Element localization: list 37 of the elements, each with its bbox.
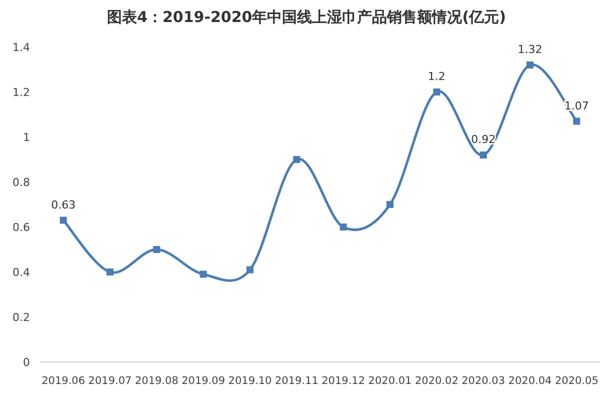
point <box>526 62 534 68</box>
point <box>386 201 394 208</box>
point <box>246 266 254 274</box>
x-tick-label: 2019.07 <box>88 375 132 387</box>
data-label: 0.63 <box>51 198 76 212</box>
x-tick-label: 2020.05 <box>554 375 598 387</box>
data-label: 0.92 <box>471 133 496 146</box>
point <box>200 270 207 278</box>
point <box>293 156 300 163</box>
point <box>480 152 487 158</box>
y-tick-label: 1.4 <box>12 41 30 54</box>
y-tick-label: 0.2 <box>12 311 30 324</box>
x-tick-label: 2020.01 <box>368 375 412 387</box>
x-tick-label: 2020.03 <box>462 375 506 387</box>
x-tick-label: 2019.11 <box>274 375 318 387</box>
x-tick-label: 2019.12 <box>322 375 366 387</box>
x-tick-label: 2019.06 <box>42 375 86 387</box>
y-tick-label: 1 <box>23 131 30 144</box>
chart-title: 图表4：2019-2020年中国线上湿巾产品销售额情况(亿元) <box>107 8 506 26</box>
data-label: 1.32 <box>518 43 542 56</box>
y-tick-label: 0 <box>23 356 30 369</box>
x-tick-label: 2019.10 <box>228 375 272 387</box>
point <box>433 88 440 96</box>
x-tick-label: 2019.09 <box>182 375 226 387</box>
point <box>106 268 114 276</box>
point <box>153 246 160 253</box>
y-tick-label: 1.2 <box>12 86 30 99</box>
y-tick-label: 0.4 <box>12 266 30 279</box>
y-tick-label: 0.8 <box>12 176 30 189</box>
x-tick-label: 2020.04 <box>508 375 552 387</box>
point <box>340 224 347 230</box>
data-label: 1.2 <box>428 70 446 83</box>
x-tick-label: 2020.02 <box>414 375 458 387</box>
y-tick-label: 0.6 <box>12 221 30 234</box>
point <box>60 216 67 224</box>
point <box>573 118 580 125</box>
x-tick-label: 2019.08 <box>134 375 178 387</box>
